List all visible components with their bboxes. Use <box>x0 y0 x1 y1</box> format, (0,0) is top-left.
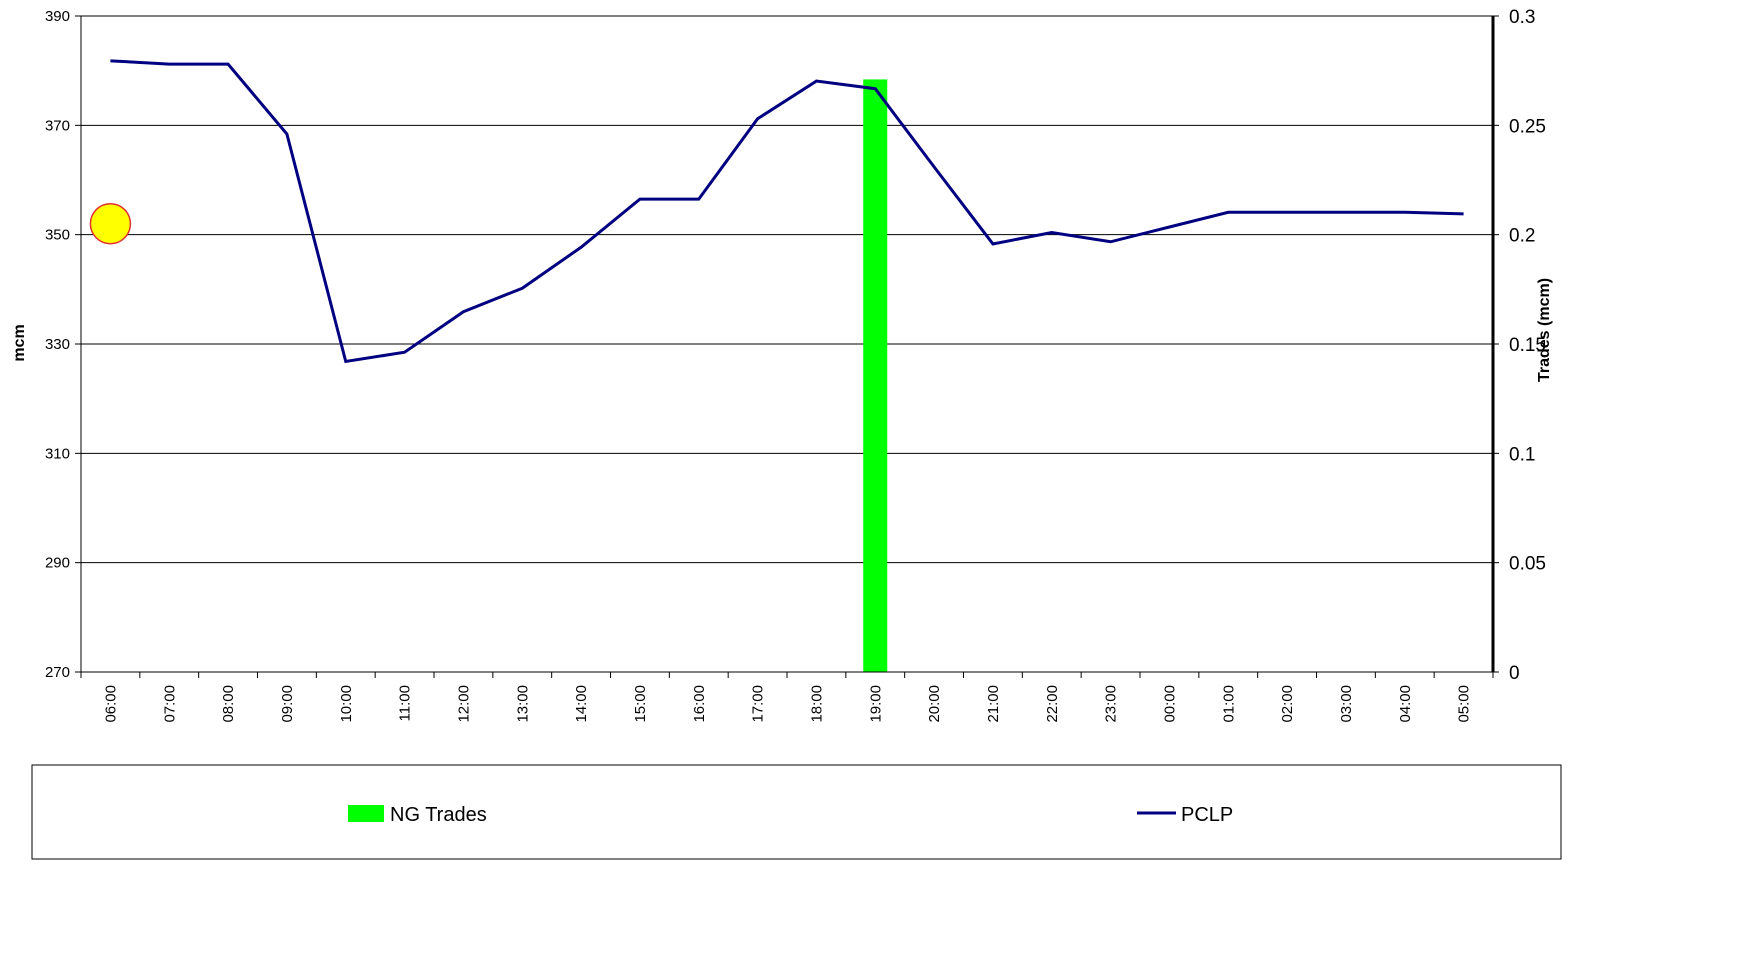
y-tick-label: 270 <box>45 664 70 681</box>
y2-tick-label: 0 <box>1509 663 1520 684</box>
y2-axis-title: Trades (mcm) <box>1536 278 1553 382</box>
bar-series-ng-trades <box>863 79 888 672</box>
y-tick-label: 310 <box>45 445 70 462</box>
y-tick-label: 390 <box>45 8 70 25</box>
x-tick-label: 00:00 <box>1161 685 1178 723</box>
legend-label-ng-trades: NG Trades <box>390 804 487 826</box>
x-tick-label: 01:00 <box>1220 685 1237 723</box>
line-pclp <box>110 59 1464 364</box>
x-tick-label: 10:00 <box>338 685 355 723</box>
x-tick-label: 02:00 <box>1279 685 1296 723</box>
x-tick-label: 09:00 <box>279 685 296 723</box>
y2-tick-label: 0.25 <box>1509 116 1546 137</box>
x-tick-label: 04:00 <box>1397 685 1414 723</box>
y-tick-label: 350 <box>45 227 70 244</box>
y-tick-label: 290 <box>45 555 70 572</box>
x-tick-label: 06:00 <box>102 685 119 723</box>
x-tick-label: 11:00 <box>397 685 414 721</box>
x-tick-label: 13:00 <box>514 685 531 723</box>
line-series-pclp <box>110 59 1464 364</box>
y-tick-label: 370 <box>45 117 70 134</box>
legend-box <box>31 764 1562 860</box>
legend-label-pclp: PCLP <box>1181 804 1233 826</box>
x-tick-label: 07:00 <box>161 685 178 723</box>
x-tick-label: 20:00 <box>926 685 943 723</box>
y2-tick-label: 0.1 <box>1509 444 1535 465</box>
x-tick-label: 14:00 <box>573 685 590 723</box>
legend: NG Trades PCLP <box>31 764 1562 860</box>
x-tick-label: 03:00 <box>1338 685 1355 723</box>
x-tick-label: 19:00 <box>867 685 884 723</box>
x-tick-label: 08:00 <box>220 685 237 723</box>
x-tick-label: 12:00 <box>455 685 472 723</box>
gridlines <box>81 15 1493 564</box>
x-tick-label: 18:00 <box>808 685 825 723</box>
x-tick-label: 17:00 <box>750 685 767 723</box>
axes: 270 290 310 330 350 370 390 0 0.05 0.1 0.15 0.2 0.25… <box>45 7 1546 723</box>
marker-circle <box>89 202 132 245</box>
x-tick-label: 22:00 <box>1044 685 1061 723</box>
bar-ng-trades <box>863 79 888 672</box>
y-axis-title: mcm <box>11 324 28 361</box>
legend-swatch-ng-trades <box>348 805 384 822</box>
y2-tick-label: 0.2 <box>1509 226 1535 247</box>
y2-tick-label: 0.15 <box>1509 335 1546 356</box>
y2-tick-label: 0.05 <box>1509 554 1546 575</box>
highlight-marker <box>89 202 132 245</box>
x-tick-label: 21:00 <box>985 685 1002 723</box>
x-tick-label: 15:00 <box>632 685 649 723</box>
x-tick-label: 05:00 <box>1456 685 1473 723</box>
y2-tick-label: 0.3 <box>1509 7 1535 28</box>
y-tick-label: 330 <box>45 336 70 353</box>
x-tick-label: 23:00 <box>1103 685 1120 723</box>
x-tick-label: 16:00 <box>691 685 708 723</box>
